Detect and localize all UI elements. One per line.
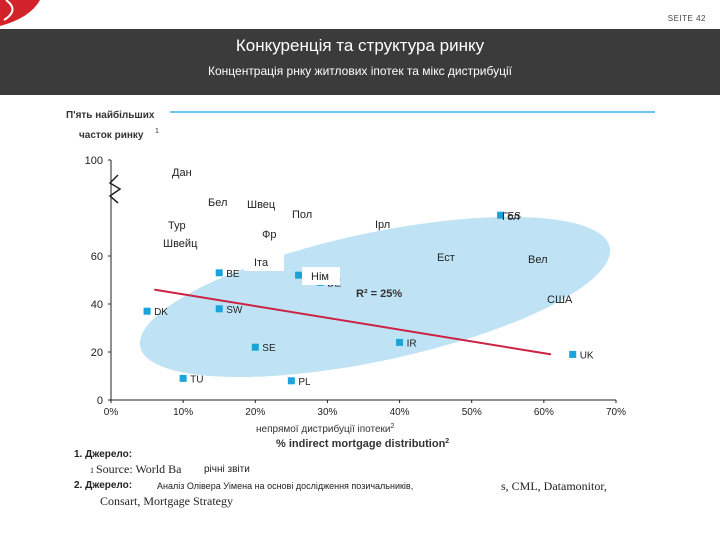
data-point-se (251, 343, 259, 351)
y-tick-label: 20 (91, 347, 103, 359)
overlay-label-dan: Дан (172, 167, 192, 179)
source1-label: 1. Джерело: (74, 449, 133, 460)
overlay-label-vel: Вел (528, 254, 548, 266)
x-tick-label: 70% (606, 407, 626, 418)
overlay-label-shvets: Швец (247, 199, 276, 211)
overlay-label-nim: Нім (311, 271, 329, 283)
overlay-box-ita (244, 253, 284, 271)
x-tick-label: 30% (317, 407, 337, 418)
data-point-label: PL (298, 377, 311, 388)
y-axis-label-sup: 1 (155, 128, 159, 135)
overlay-label-irl: Ірл (375, 219, 390, 231)
overlay-label-usa: США (547, 294, 573, 306)
overlay-label-shveits: Швейц (163, 238, 198, 250)
y-tick-label: 100 (85, 155, 103, 167)
data-point-sw (215, 305, 223, 313)
data-point-pl (287, 377, 295, 385)
x-tick-label: 20% (245, 407, 265, 418)
overlay-label-fr: Фр (262, 229, 276, 241)
data-point-label: IR (407, 338, 417, 349)
data-point-label: TU (190, 374, 203, 385)
cluster-ellipse (139, 216, 611, 378)
x-tick-label: 0% (104, 407, 119, 418)
data-point-dk (143, 307, 151, 315)
x-tick-label: 40% (390, 407, 410, 418)
overlay-label-est: Ест (437, 252, 455, 264)
y-tick-label: 0 (97, 395, 103, 407)
source2-ua: Аналіз Олівера Уімена на основі дослідже… (157, 481, 414, 491)
data-point-tu (179, 374, 187, 382)
overlay-label-bel: Бел (208, 197, 227, 209)
overlay-label-tur: Тур (168, 220, 186, 232)
overlay-label-ita: Іта (254, 257, 269, 269)
source2-en-line2: Consart, Mortgage Strategy (100, 494, 233, 508)
x-axis-label-ua: непрямої дистрибуції іпотеки2 (256, 423, 395, 435)
data-point-uk (569, 350, 577, 358)
company-logo (0, 0, 50, 28)
r2-label: R² = 25% (356, 288, 402, 300)
source2-label: 2. Джерело: (74, 480, 133, 491)
page-title: Конкуренція та структура ринку (235, 36, 485, 55)
x-tick-label: 10% (173, 407, 193, 418)
overlay-box-nim (302, 267, 340, 285)
y-axis-label-line1: П'ять найбільших (66, 109, 155, 121)
data-point-it (295, 271, 303, 279)
x-axis-label-en: % indirect mortgage distribution2 (276, 438, 449, 450)
overlay-label-pol: Пол (292, 209, 312, 221)
source1-ua: річні звіти (204, 464, 250, 475)
x-tick-label: 60% (534, 407, 554, 418)
axis-break-icon (108, 174, 122, 204)
data-point-es (497, 211, 505, 219)
data-point-label: SE (262, 343, 276, 354)
data-point-label: SW (226, 305, 243, 316)
overlay-label-gol: Гол (502, 211, 520, 223)
y-axis-label-line2: часток ринку (79, 130, 144, 141)
x-tick-label: 50% (462, 407, 482, 418)
data-point-label: UK (580, 350, 594, 361)
y-tick-label: 60 (91, 251, 103, 263)
source2-en-tail: s, CML, Datamonitor, (501, 479, 607, 493)
data-point-label: BE (226, 269, 240, 280)
header-bar (0, 29, 720, 95)
data-point-label: ES (508, 211, 522, 222)
trend-line (154, 288, 552, 356)
page-subtitle: Концентрація рнку житлових іпотек та мік… (207, 64, 512, 78)
page-number: SEITE 42 (667, 14, 706, 23)
data-point-ir (396, 338, 404, 346)
data-point-be (215, 269, 223, 277)
source1-en: 1 Source: World Ba (90, 462, 182, 476)
data-point-label: DK (154, 307, 168, 318)
scatter-chart: 0 20 40 60 100 0% 10% 20% 30% 40% 50% 60% 70% ES DK B… (66, 109, 655, 450)
y-tick-label: 40 (91, 299, 103, 311)
